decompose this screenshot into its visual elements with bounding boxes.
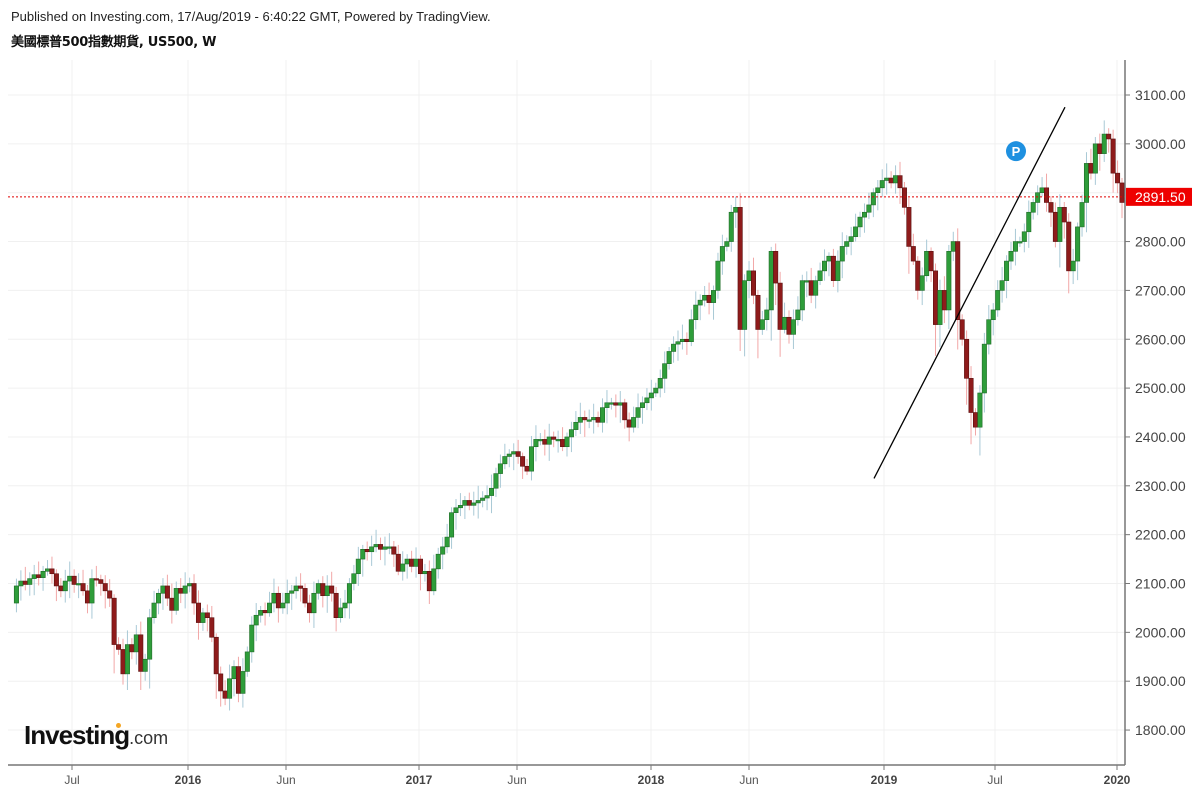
price-tick-label: 1800.00 xyxy=(1135,722,1186,738)
time-tick-label: 2018 xyxy=(638,773,665,787)
price-tick-label: 2800.00 xyxy=(1135,234,1186,250)
last-price-label: 2891.50 xyxy=(1126,187,1192,206)
price-tick-label: 2600.00 xyxy=(1135,331,1186,347)
logo-dot xyxy=(116,723,121,728)
price-tick-label: 2200.00 xyxy=(1135,527,1186,543)
price-tick-label: 2300.00 xyxy=(1135,478,1186,494)
logo-domain: .com xyxy=(129,728,169,748)
time-tick-label: 2016 xyxy=(175,773,202,787)
time-tick-label: Jul xyxy=(64,773,79,787)
price-tick-label: 1900.00 xyxy=(1135,673,1186,689)
p-marker-icon[interactable]: P xyxy=(1006,141,1026,162)
last-price-value: 2891.50 xyxy=(1135,189,1186,205)
published-notice: Published on Investing.com, 17/Aug/2019 … xyxy=(11,9,491,24)
chart-title: 美國標普500指數期貨, US500, W xyxy=(11,35,217,50)
price-tick-label: 2700.00 xyxy=(1135,282,1186,298)
time-axis[interactable]: Jul 2016 Jun 2017 Jun 2018 Jun 2019 Jul 2020 xyxy=(64,765,1131,787)
time-tick-label: Jun xyxy=(276,773,295,787)
time-tick-label: Jun xyxy=(739,773,758,787)
price-axis[interactable]: 3100.00 3000.00 2800.00 2700.00 2600.00 2500.… xyxy=(1125,87,1186,738)
price-tick-label: 2500.00 xyxy=(1135,380,1186,396)
price-tick-label: 2000.00 xyxy=(1135,624,1186,640)
time-tick-label: 2019 xyxy=(871,773,898,787)
time-tick-label: Jun xyxy=(507,773,526,787)
grid-lines xyxy=(8,60,1125,765)
axes xyxy=(8,60,1126,766)
price-tick-label: 2400.00 xyxy=(1135,429,1186,445)
price-tick-label: 3100.00 xyxy=(1135,87,1186,103)
logo-main: Investing xyxy=(24,720,130,750)
investing-logo: Investing.com xyxy=(24,720,168,751)
candles xyxy=(13,120,1125,711)
price-tick-label: 2100.00 xyxy=(1135,576,1186,592)
price-tick-label: 3000.00 xyxy=(1135,136,1186,152)
svg-text:P: P xyxy=(1012,144,1021,159)
time-tick-label: Jul xyxy=(987,773,1002,787)
time-tick-label: 2020 xyxy=(1104,773,1131,787)
trendline[interactable] xyxy=(873,106,1066,479)
time-tick-label: 2017 xyxy=(406,773,433,787)
